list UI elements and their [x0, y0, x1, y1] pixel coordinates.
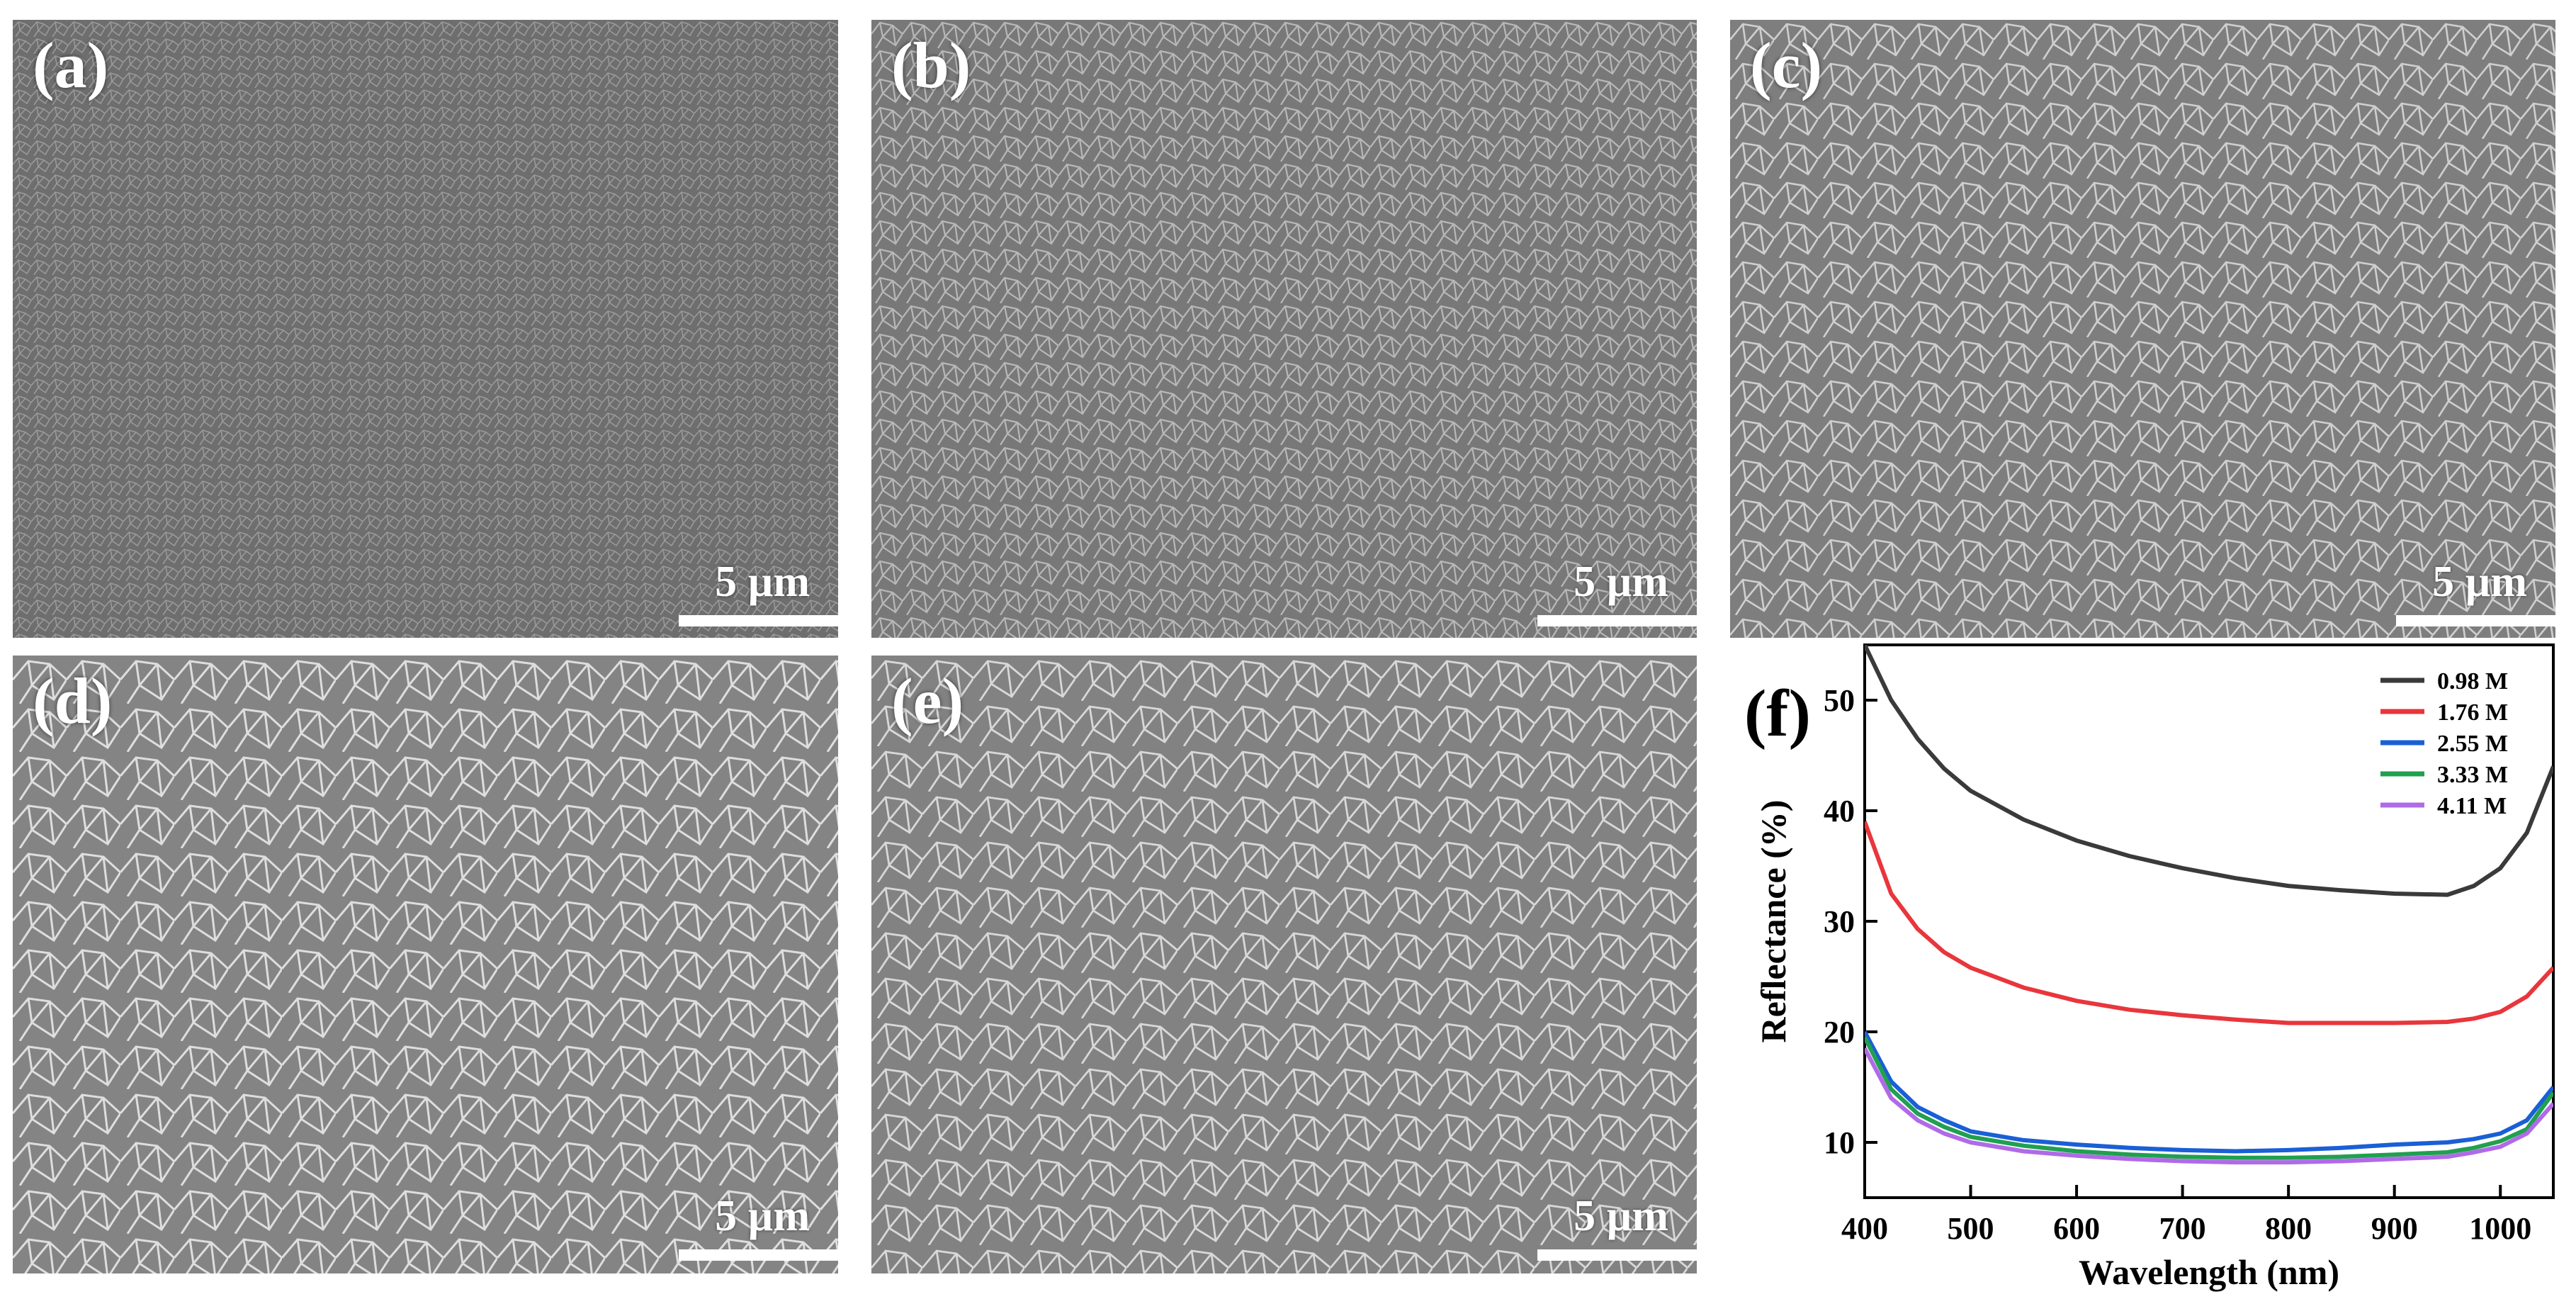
x-tick-label: 600 [2053, 1211, 2100, 1246]
panel-label-f: (f) [1744, 677, 1811, 750]
series-line-3 [1865, 1036, 2553, 1160]
x-tick-label: 400 [1841, 1211, 1888, 1246]
x-tick-label: 500 [1948, 1211, 1994, 1246]
sem-image [1730, 20, 2555, 638]
sem-panel-c: (c) 5 µm [1730, 20, 2555, 638]
x-tick-label: 700 [2159, 1211, 2206, 1246]
scale-bar-label: 5 µm [1574, 1192, 1668, 1240]
sem-panel-b: (b) 5 µm [871, 20, 1697, 638]
sem-image [871, 656, 1697, 1273]
y-axis-label: Reflectance (%) [1753, 800, 1793, 1043]
panel-label: (c) [1750, 29, 1823, 101]
series-line-0 [1865, 645, 2553, 897]
sem-panel-d: (d) 5 µm [13, 656, 838, 1273]
x-tick-label: 1000 [2469, 1211, 2531, 1246]
sem-image [13, 656, 838, 1273]
scale-bar-label: 5 µm [1574, 558, 1668, 606]
scale-bar [679, 615, 838, 626]
y-tick-label: 10 [1824, 1125, 1855, 1160]
x-tick-label: 800 [2265, 1211, 2312, 1246]
scale-bar-label: 5 µm [715, 558, 810, 606]
sem-panel-e: (e) 5 µm [871, 656, 1697, 1273]
x-tick-label: 900 [2371, 1211, 2418, 1246]
legend-label: 3.33 M [2437, 762, 2508, 788]
scale-bar [1537, 615, 1697, 626]
panel-label: (e) [891, 665, 964, 737]
sem-image [13, 20, 838, 638]
panel-label: (a) [33, 29, 109, 101]
y-tick-label: 50 [1824, 683, 1855, 718]
series-line-2 [1865, 1030, 2553, 1154]
y-tick-label: 40 [1824, 794, 1855, 828]
scale-bar [679, 1249, 838, 1261]
x-axis-label: Wavelength (nm) [2079, 1252, 2339, 1292]
y-tick-label: 20 [1824, 1015, 1855, 1050]
scale-bar [2396, 615, 2555, 626]
series-line-4 [1865, 1047, 2553, 1165]
legend-label: 2.55 M [2437, 731, 2508, 757]
legend-label: 1.76 M [2437, 699, 2508, 726]
scale-bar-label: 5 µm [2432, 558, 2527, 606]
plot-frame [1863, 643, 2555, 1199]
series-line-1 [1865, 821, 2553, 1025]
sem-image [871, 20, 1697, 638]
legend-label: 4.11 M [2437, 793, 2507, 819]
y-tick-label: 30 [1824, 904, 1855, 939]
panel-label: (d) [33, 665, 113, 737]
panel-label: (b) [891, 29, 971, 101]
scale-bar [1537, 1249, 1697, 1261]
sem-panel-a: (a) 5 µm [13, 20, 838, 638]
legend-label: 0.98 M [2437, 668, 2508, 695]
scale-bar-label: 5 µm [715, 1192, 810, 1240]
